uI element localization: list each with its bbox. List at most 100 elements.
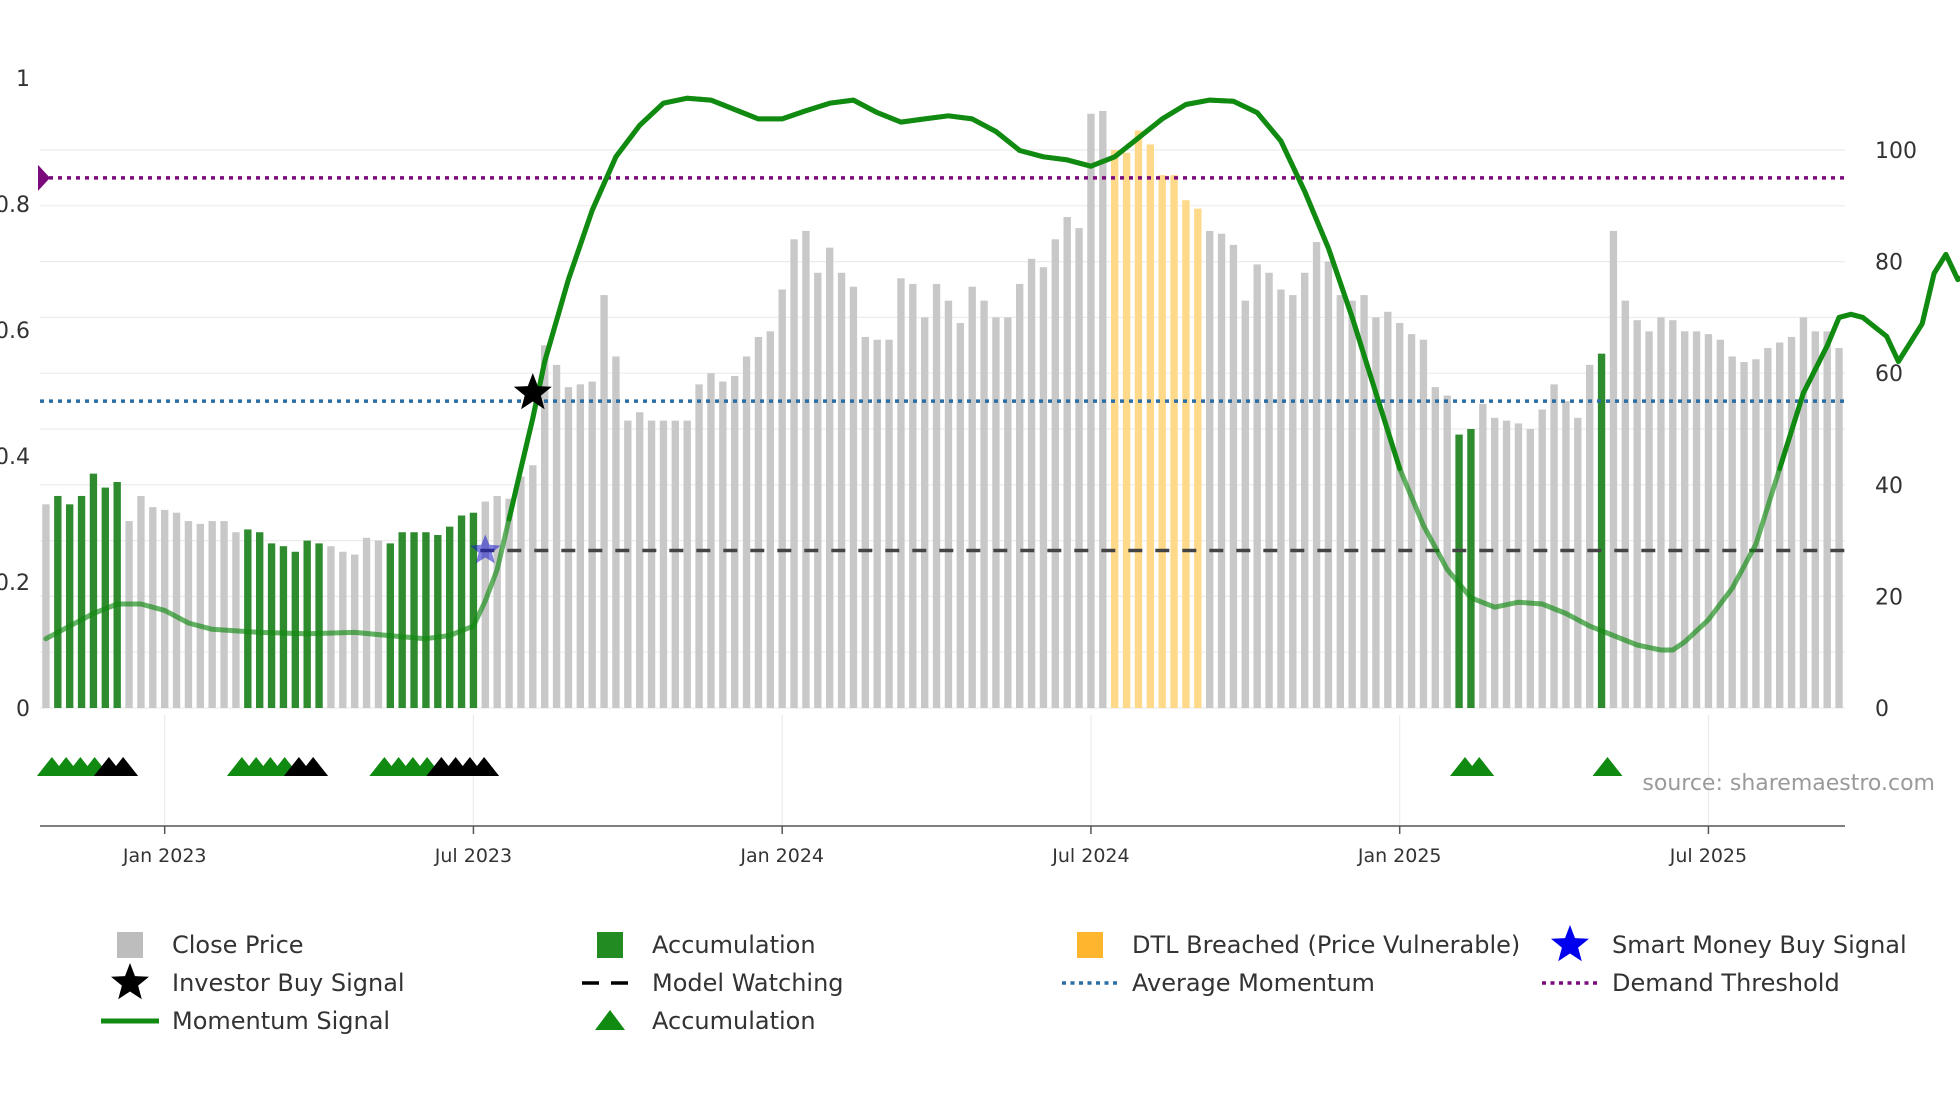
reference-lines bbox=[38, 164, 1845, 553]
price-bar bbox=[564, 387, 573, 708]
legend-label: Average Momentum bbox=[1132, 969, 1375, 997]
price-bar bbox=[1764, 348, 1772, 708]
legend-item-momentum-signal: Momentum Signal bbox=[101, 1007, 390, 1035]
price-bar bbox=[1087, 113, 1095, 709]
x-tick-label: Jan 2024 bbox=[739, 845, 824, 867]
price-bar bbox=[517, 476, 525, 708]
accumulation-bar bbox=[469, 512, 478, 708]
legend-item-smart-money: Smart Money Buy Signal bbox=[1551, 925, 1907, 962]
legend-swatch bbox=[597, 932, 623, 958]
accumulation-bar bbox=[1467, 429, 1475, 708]
price-bar bbox=[1301, 272, 1309, 708]
accumulation-bar bbox=[244, 529, 252, 708]
accumulation-triangle bbox=[1592, 757, 1623, 776]
price-bar bbox=[612, 356, 620, 708]
price-bar bbox=[1704, 334, 1713, 708]
x-tick-label: Jul 2023 bbox=[434, 845, 512, 867]
accumulation-bar bbox=[256, 532, 264, 708]
price-bar bbox=[1621, 300, 1629, 708]
legend-item-demand-threshold: Demand Threshold bbox=[1542, 969, 1840, 997]
price-bar bbox=[362, 537, 371, 708]
legend-swatch bbox=[117, 932, 143, 958]
price-bar bbox=[659, 420, 668, 708]
y-tick-label-left: 0 bbox=[16, 697, 30, 722]
price-bar bbox=[1312, 242, 1321, 708]
legend-item-accumulation-marker: Accumulation bbox=[595, 1007, 816, 1035]
price-bar bbox=[600, 295, 608, 708]
accumulation-bar bbox=[398, 532, 406, 708]
momentum-layer bbox=[43, 95, 1960, 653]
momentum-signal-strong bbox=[506, 95, 1403, 522]
price-bar bbox=[1384, 311, 1392, 708]
price-bar bbox=[1835, 348, 1843, 708]
signal-triangle bbox=[469, 757, 500, 776]
price-bar bbox=[1348, 300, 1356, 708]
price-bar bbox=[1004, 317, 1012, 708]
price-bar bbox=[505, 498, 513, 708]
price-bar bbox=[921, 317, 929, 708]
y-tick-label-right: 20 bbox=[1875, 585, 1903, 610]
accumulation-bar bbox=[267, 543, 276, 708]
price-bar bbox=[968, 286, 976, 708]
accumulation-bar bbox=[303, 540, 311, 708]
y-tick-label-right: 100 bbox=[1875, 139, 1917, 164]
price-bar bbox=[1265, 272, 1273, 708]
price-bar bbox=[339, 551, 347, 708]
legend-label: Investor Buy Signal bbox=[172, 969, 405, 997]
price-bar bbox=[1217, 233, 1226, 708]
price-bar bbox=[944, 300, 953, 708]
price-bar bbox=[1645, 331, 1653, 708]
price-bar bbox=[1241, 300, 1249, 708]
signal-triangle bbox=[298, 757, 329, 776]
price-bar bbox=[932, 283, 941, 708]
price-bar bbox=[541, 345, 549, 708]
y-tick-label-left: 0.4 bbox=[0, 445, 30, 470]
legend-label: DTL Breached (Price Vulnerable) bbox=[1132, 931, 1520, 959]
source-label: source: sharemaestro.com bbox=[1642, 771, 1935, 796]
dtl-breached-bar bbox=[1182, 200, 1190, 708]
signal-markers bbox=[470, 373, 552, 564]
price-bar bbox=[374, 540, 383, 708]
dtl-breached-bar bbox=[1194, 208, 1202, 708]
price-bar bbox=[1039, 267, 1048, 708]
accumulation-bar bbox=[410, 532, 418, 708]
price-bar bbox=[1277, 289, 1285, 708]
dtl-breached-bar bbox=[1111, 150, 1119, 708]
legend-star-icon bbox=[111, 963, 149, 1000]
price-bar bbox=[1538, 409, 1546, 708]
price-bar bbox=[707, 373, 715, 708]
price-bar bbox=[790, 239, 798, 708]
accumulation-bar bbox=[434, 535, 442, 708]
price-bar bbox=[647, 420, 656, 708]
dtl-breached-bar bbox=[1122, 152, 1131, 709]
price-bar bbox=[588, 381, 596, 708]
legend-item-close-price: Close Price bbox=[117, 931, 304, 959]
price-bar bbox=[1289, 295, 1297, 708]
legend-item-investor-buy: Investor Buy Signal bbox=[111, 963, 405, 1000]
dtl-breached-bar bbox=[1170, 175, 1178, 709]
price-bars bbox=[42, 110, 1843, 709]
price-bar bbox=[1574, 417, 1582, 708]
accumulation-bar bbox=[386, 543, 394, 708]
x-tick-label: Jan 2025 bbox=[1357, 845, 1442, 867]
price-bar bbox=[1526, 429, 1534, 708]
accumulation-bar bbox=[315, 543, 323, 708]
legend-item-dtl-breached: DTL Breached (Price Vulnerable) bbox=[1077, 931, 1520, 959]
price-bar bbox=[980, 300, 988, 708]
price-bar bbox=[742, 356, 751, 708]
y-tick-label-right: 80 bbox=[1875, 251, 1903, 276]
momentum-signal-strong bbox=[1777, 251, 1960, 472]
y-tick-label-right: 0 bbox=[1875, 697, 1889, 722]
legend-swatch bbox=[1077, 932, 1103, 958]
marker-panel bbox=[36, 757, 1623, 776]
price-bar bbox=[766, 331, 774, 708]
accumulation-bar bbox=[54, 495, 62, 708]
y-tick-label-right: 60 bbox=[1875, 362, 1903, 387]
price-bar bbox=[1253, 264, 1261, 708]
price-bar bbox=[1657, 317, 1665, 708]
price-bar bbox=[1051, 239, 1059, 708]
price-bar bbox=[1728, 356, 1736, 708]
price-bar bbox=[1407, 334, 1416, 708]
y-tick-label-left: 0.8 bbox=[0, 193, 30, 218]
